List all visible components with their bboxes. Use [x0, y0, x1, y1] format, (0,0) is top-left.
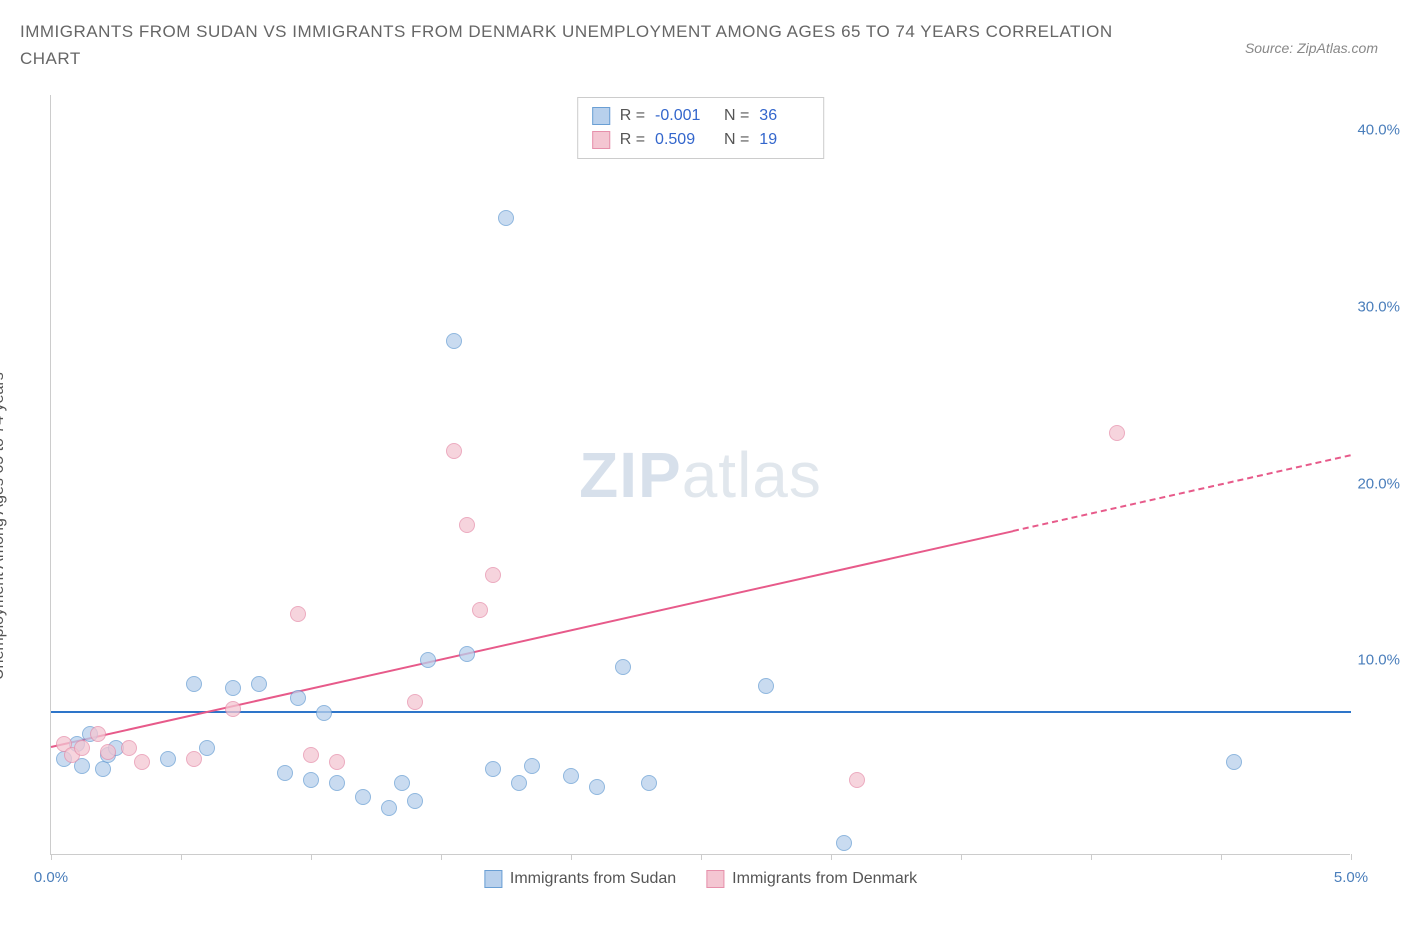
series-legend: Immigrants from Sudan Immigrants from Den…: [484, 870, 917, 888]
data-point: [511, 775, 527, 791]
data-point: [394, 775, 410, 791]
legend-series-item: Immigrants from Sudan: [484, 870, 676, 888]
x-tick: [701, 854, 702, 860]
legend-n-value: 36: [759, 104, 809, 128]
legend-r-label: R =: [620, 104, 645, 128]
chart-title: IMMIGRANTS FROM SUDAN VS IMMIGRANTS FROM…: [20, 18, 1120, 72]
data-point: [329, 775, 345, 791]
watermark: ZIPatlas: [579, 438, 822, 512]
data-point: [615, 659, 631, 675]
data-point: [407, 793, 423, 809]
legend-swatch: [592, 107, 610, 125]
data-point: [316, 705, 332, 721]
legend-n-label: N =: [715, 104, 749, 128]
legend-r-label: R =: [620, 128, 645, 152]
legend-series-item: Immigrants from Denmark: [706, 870, 917, 888]
x-tick-label: 0.0%: [34, 869, 68, 886]
data-point: [563, 768, 579, 784]
data-point: [758, 678, 774, 694]
legend-row: R = 0.509 N = 19: [592, 128, 810, 152]
data-point: [485, 761, 501, 777]
data-point: [225, 680, 241, 696]
x-tick: [831, 854, 832, 860]
data-point: [446, 333, 462, 349]
data-point: [134, 754, 150, 770]
legend-r-value: 0.509: [655, 128, 705, 152]
legend-series-label: Immigrants from Sudan: [510, 870, 676, 888]
y-tick-label: 40.0%: [1357, 122, 1400, 139]
y-axis-label: Unemployment Among Ages 65 to 74 years: [0, 372, 8, 680]
x-tick: [51, 854, 52, 860]
plot-area: ZIPatlas R = -0.001 N = 36R = 0.509 N = …: [50, 95, 1350, 855]
data-point: [251, 676, 267, 692]
x-tick: [1091, 854, 1092, 860]
data-point: [160, 751, 176, 767]
data-point: [381, 800, 397, 816]
x-tick: [181, 854, 182, 860]
data-point: [186, 751, 202, 767]
data-point: [836, 835, 852, 851]
trend-line: [1013, 454, 1351, 532]
data-point: [355, 789, 371, 805]
data-point: [1109, 425, 1125, 441]
correlation-legend: R = -0.001 N = 36R = 0.509 N = 19: [577, 97, 825, 159]
x-tick-label: 5.0%: [1334, 869, 1368, 886]
data-point: [290, 606, 306, 622]
legend-swatch: [484, 870, 502, 888]
x-tick: [1351, 854, 1352, 860]
data-point: [121, 740, 137, 756]
y-tick-label: 10.0%: [1357, 652, 1400, 669]
trend-line: [51, 711, 1351, 713]
data-point: [303, 772, 319, 788]
legend-n-label: N =: [715, 128, 749, 152]
data-point: [641, 775, 657, 791]
data-point: [498, 210, 514, 226]
trend-line: [51, 530, 1013, 748]
data-point: [225, 701, 241, 717]
data-point: [100, 744, 116, 760]
data-point: [74, 740, 90, 756]
data-point: [1226, 754, 1242, 770]
x-tick: [961, 854, 962, 860]
data-point: [186, 676, 202, 692]
data-point: [589, 779, 605, 795]
data-point: [524, 758, 540, 774]
legend-swatch: [592, 131, 610, 149]
data-point: [459, 646, 475, 662]
legend-row: R = -0.001 N = 36: [592, 104, 810, 128]
data-point: [329, 754, 345, 770]
x-tick: [311, 854, 312, 860]
legend-n-value: 19: [759, 128, 809, 152]
data-point: [277, 765, 293, 781]
data-point: [446, 443, 462, 459]
y-tick-label: 30.0%: [1357, 298, 1400, 315]
data-point: [90, 726, 106, 742]
source-credit: Source: ZipAtlas.com: [1245, 40, 1378, 56]
data-point: [459, 517, 475, 533]
data-point: [199, 740, 215, 756]
x-tick: [441, 854, 442, 860]
x-tick: [1221, 854, 1222, 860]
data-point: [472, 602, 488, 618]
x-tick: [571, 854, 572, 860]
data-point: [420, 652, 436, 668]
y-tick-label: 20.0%: [1357, 475, 1400, 492]
data-point: [303, 747, 319, 763]
data-point: [849, 772, 865, 788]
legend-r-value: -0.001: [655, 104, 705, 128]
data-point: [407, 694, 423, 710]
data-point: [485, 567, 501, 583]
data-point: [290, 690, 306, 706]
legend-swatch: [706, 870, 724, 888]
legend-series-label: Immigrants from Denmark: [732, 870, 917, 888]
data-point: [95, 761, 111, 777]
